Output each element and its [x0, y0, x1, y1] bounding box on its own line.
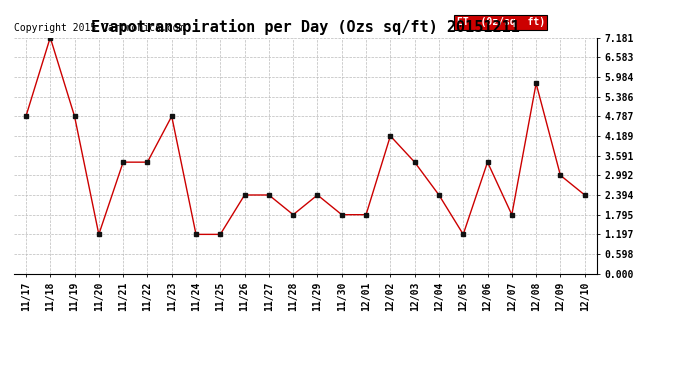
- Text: ET  (0z/sq  ft): ET (0z/sq ft): [457, 17, 545, 27]
- Text: Copyright 2015 Cartronics.com: Copyright 2015 Cartronics.com: [14, 23, 184, 33]
- Title: Evapotranspiration per Day (Ozs sq/ft) 20151211: Evapotranspiration per Day (Ozs sq/ft) 2…: [91, 19, 520, 35]
